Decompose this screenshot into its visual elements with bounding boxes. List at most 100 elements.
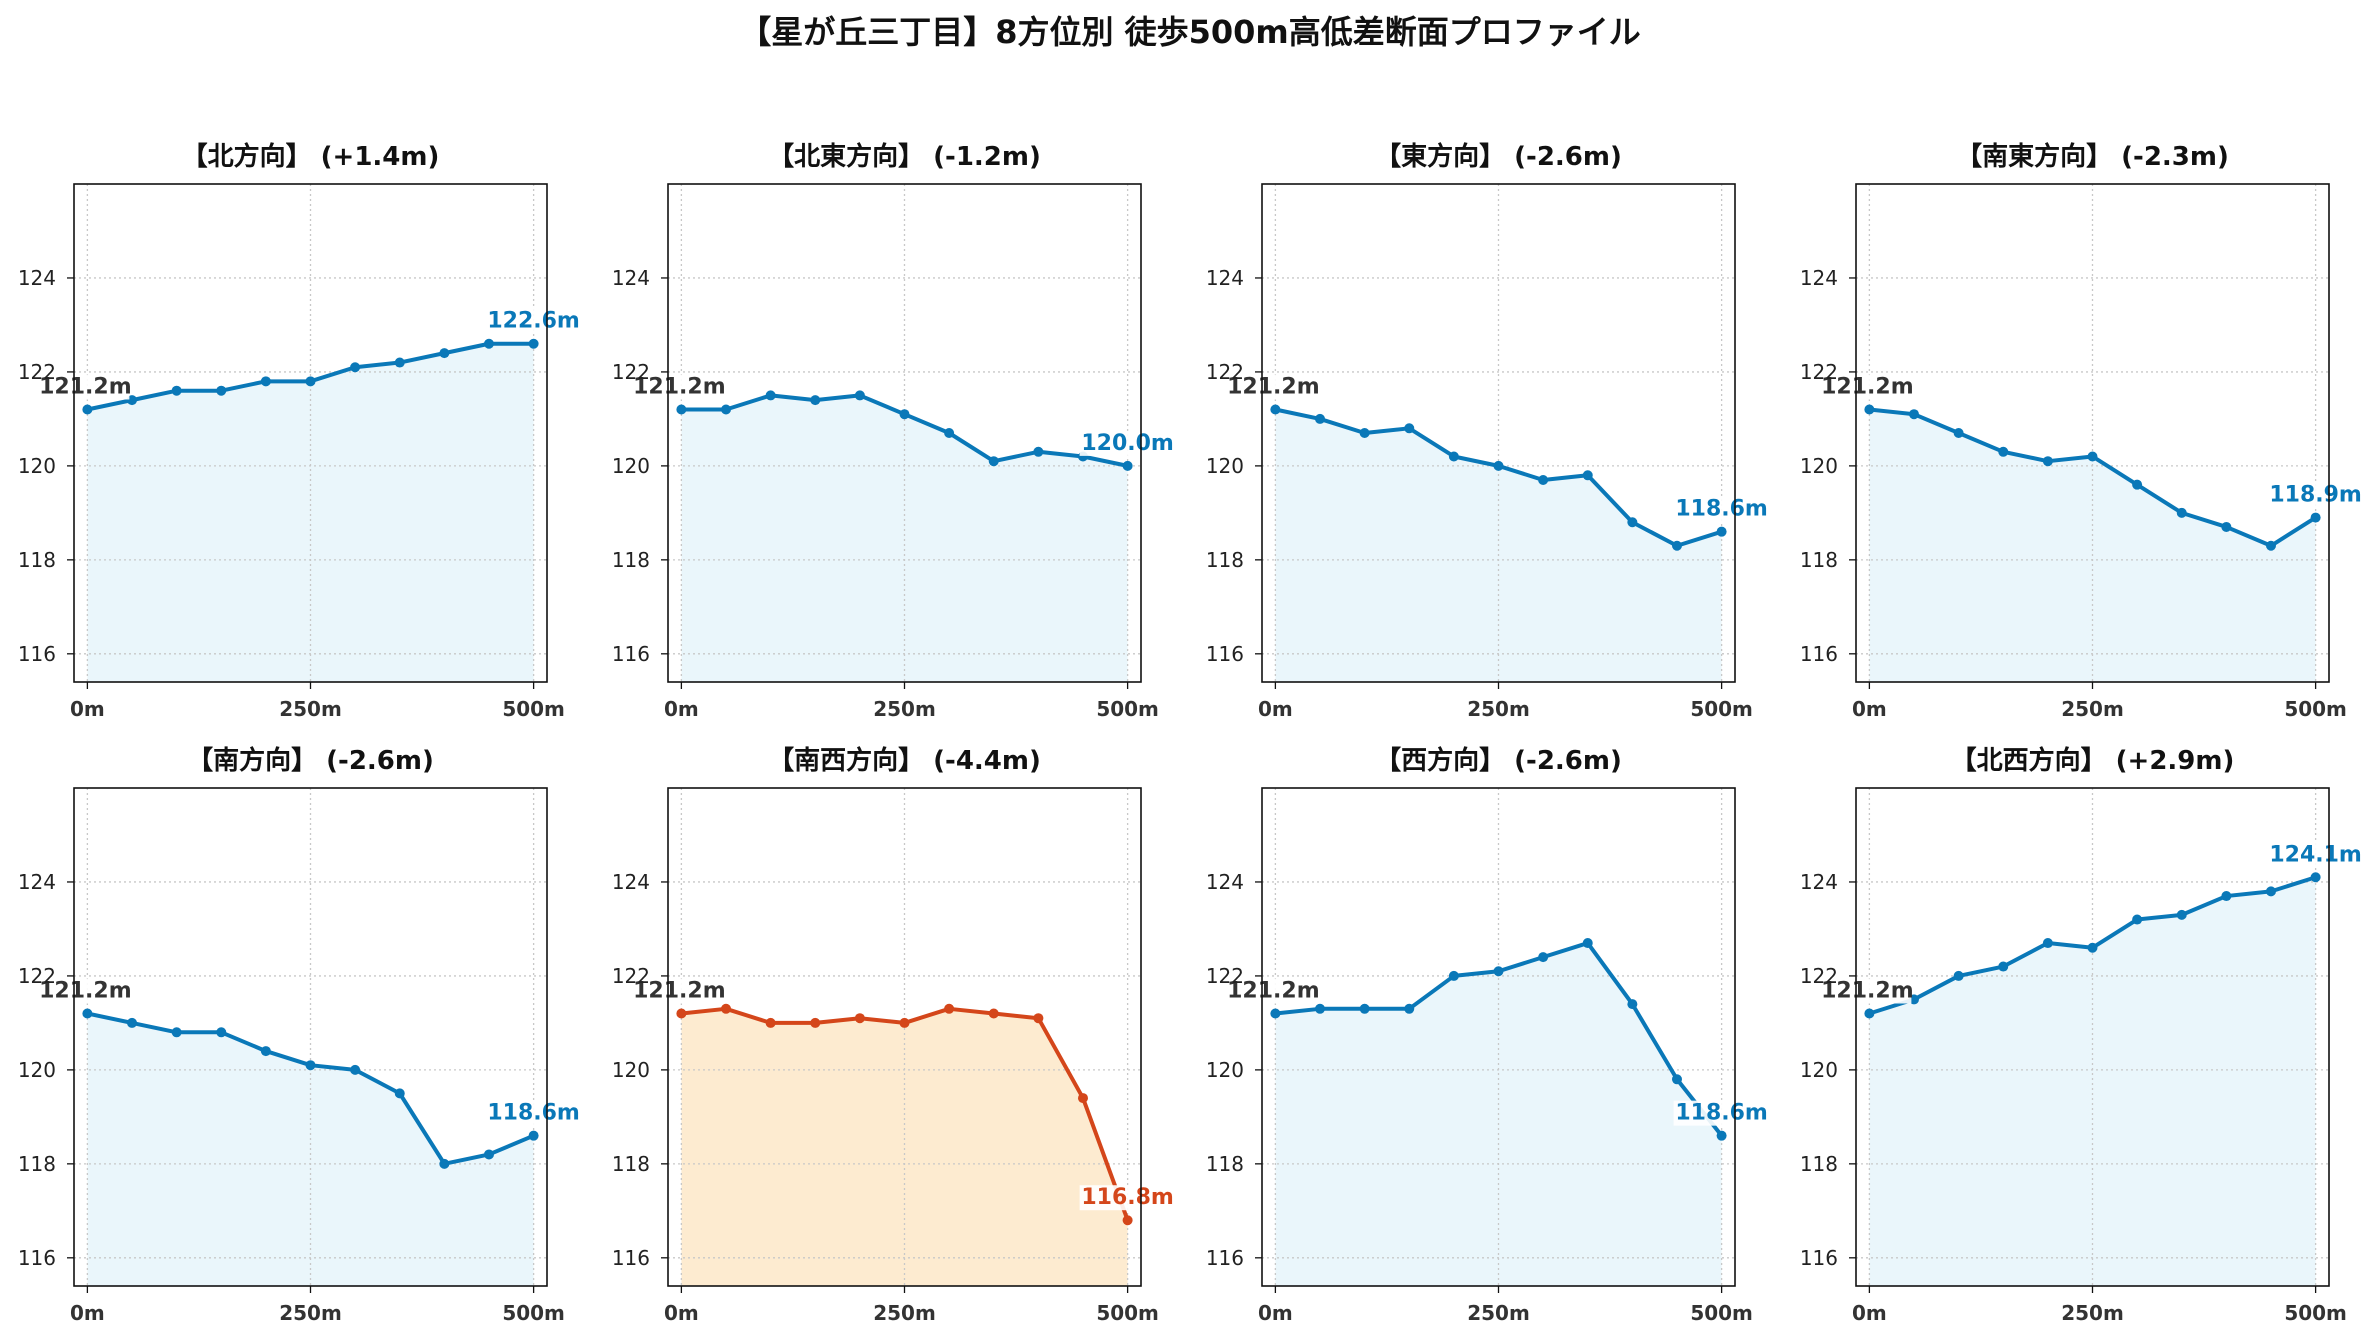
data-point: [1404, 1003, 1415, 1014]
data-point: [765, 390, 776, 401]
y-tick-label: 120: [1206, 454, 1244, 478]
x-tick-label: 0m: [664, 1301, 699, 1325]
data-point: [1909, 409, 1920, 420]
data-point: [2221, 521, 2232, 532]
x-tick-label: 0m: [1258, 697, 1293, 721]
data-point: [1270, 1008, 1281, 1019]
data-point: [394, 1088, 405, 1099]
data-point: [721, 1003, 732, 1014]
data-point: [1270, 404, 1281, 415]
y-tick-label: 124: [1206, 870, 1244, 894]
area-fill: [681, 395, 1128, 682]
x-tick-label: 250m: [2061, 697, 2124, 721]
y-tick-label: 120: [18, 454, 56, 478]
start-label: 121.2m: [633, 979, 726, 1004]
panel: 【南西方向】 (-4.4m) 121.2m 116.8m 116 118 120 122 12…: [612, 745, 1176, 1325]
panel-title: 【北方向】 (+1.4m): [182, 141, 440, 172]
data-point: [1404, 423, 1415, 434]
y-tick-label: 124: [18, 870, 56, 894]
panel-title: 【北西方向】 (+2.9m): [1951, 745, 2235, 776]
data-point: [944, 1003, 955, 1014]
data-point: [810, 395, 821, 406]
data-point: [260, 376, 271, 387]
panel-title: 【南方向】 (-2.6m): [187, 745, 434, 776]
panel-title: 【北東方向】 (-1.2m): [768, 141, 1041, 172]
data-point: [1671, 1074, 1682, 1085]
data-point: [483, 1149, 494, 1160]
panel: 【北東方向】 (-1.2m) 121.2m 120.0m 116 118 120 122 12…: [612, 141, 1176, 721]
data-point: [1864, 1008, 1875, 1019]
panel-title: 【南西方向】 (-4.4m): [768, 745, 1041, 776]
data-point: [810, 1017, 821, 1028]
data-point: [2132, 914, 2143, 925]
y-tick-label: 118: [612, 1152, 650, 1176]
x-tick-label: 500m: [1096, 697, 1159, 721]
data-point: [854, 390, 865, 401]
data-point: [2087, 942, 2098, 953]
start-label-bg: [635, 978, 724, 1004]
y-tick-label: 124: [1800, 870, 1838, 894]
start-label-bg: [635, 374, 724, 400]
y-tick-label: 120: [612, 454, 650, 478]
data-point: [171, 385, 182, 396]
area-fill: [681, 1008, 1128, 1286]
start-label-bg: [41, 374, 130, 400]
end-label: 120.0m: [1081, 431, 1174, 456]
data-point: [2221, 891, 2232, 902]
x-tick-label: 0m: [1852, 697, 1887, 721]
end-label: 124.1m: [2269, 842, 2362, 867]
data-point: [1864, 404, 1875, 415]
y-tick-label: 124: [18, 266, 56, 290]
data-point: [1538, 474, 1549, 485]
area-fill: [1869, 877, 2316, 1286]
start-label: 121.2m: [1821, 375, 1914, 400]
y-tick-label: 118: [1206, 1152, 1244, 1176]
end-label: 118.6m: [487, 1101, 580, 1126]
y-tick-label: 124: [612, 870, 650, 894]
data-point: [2310, 872, 2321, 883]
y-tick-label: 118: [18, 548, 56, 572]
x-tick-label: 250m: [279, 697, 342, 721]
y-tick-label: 116: [18, 1246, 56, 1270]
data-point: [439, 348, 450, 359]
data-point: [1122, 1215, 1133, 1226]
data-point: [1627, 999, 1638, 1010]
data-point: [854, 1013, 865, 1024]
data-point: [1582, 938, 1593, 949]
y-tick-label: 120: [612, 1058, 650, 1082]
data-point: [988, 456, 999, 467]
start-label: 121.2m: [39, 979, 132, 1004]
x-tick-label: 0m: [664, 697, 699, 721]
end-label: 122.6m: [487, 309, 580, 334]
y-tick-label: 122: [612, 360, 650, 384]
data-point: [1033, 1013, 1044, 1024]
area-fill: [87, 343, 534, 682]
y-tick-label: 120: [18, 1058, 56, 1082]
y-tick-label: 122: [18, 360, 56, 384]
data-point: [1122, 460, 1133, 471]
y-tick-label: 116: [18, 642, 56, 666]
x-tick-label: 500m: [2284, 1301, 2347, 1325]
data-point: [1671, 540, 1682, 551]
data-point: [1315, 413, 1326, 424]
data-point: [2042, 938, 2053, 949]
data-point: [1448, 970, 1459, 981]
x-tick-label: 250m: [1467, 1301, 1530, 1325]
end-label-bg: [1079, 430, 1176, 456]
data-point: [127, 1017, 138, 1028]
data-point: [2265, 886, 2276, 897]
end-label-bg: [1673, 496, 1770, 522]
data-point: [171, 1027, 182, 1038]
panel: 【南方向】 (-2.6m) 121.2m 118.6m 116 118 120 122 124…: [18, 745, 582, 1325]
y-tick-label: 120: [1206, 1058, 1244, 1082]
figure-title: 【星が丘三丁目】8方位別 徒歩500m高低差断面プロファイル: [739, 13, 1641, 51]
data-point: [1359, 428, 1370, 438]
panel: 【北西方向】 (+2.9m) 121.2m 124.1m 116 118 120 122 12…: [1800, 745, 2364, 1325]
data-point: [1716, 1130, 1727, 1141]
data-point: [1953, 970, 1964, 981]
x-tick-label: 500m: [2284, 697, 2347, 721]
y-tick-label: 116: [612, 642, 650, 666]
y-tick-label: 118: [1800, 1152, 1838, 1176]
y-tick-label: 124: [1800, 266, 1838, 290]
